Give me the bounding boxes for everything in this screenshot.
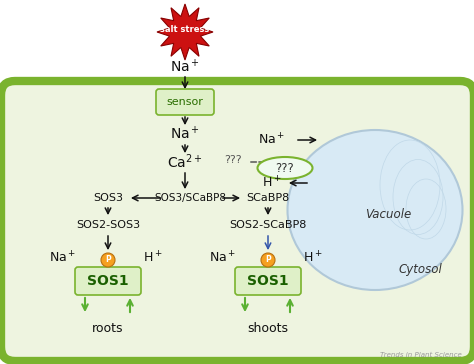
Text: Vacuole: Vacuole bbox=[365, 209, 411, 222]
Text: P: P bbox=[265, 256, 271, 265]
Text: shoots: shoots bbox=[247, 321, 289, 335]
Text: SOS3/SCaBP8: SOS3/SCaBP8 bbox=[154, 193, 226, 203]
Text: SOS3: SOS3 bbox=[93, 193, 123, 203]
FancyBboxPatch shape bbox=[156, 89, 214, 115]
Ellipse shape bbox=[257, 157, 312, 179]
Text: roots: roots bbox=[92, 321, 124, 335]
FancyBboxPatch shape bbox=[235, 267, 301, 295]
Text: SOS2-SOS3: SOS2-SOS3 bbox=[76, 220, 140, 230]
Text: Ca$^{2+}$: Ca$^{2+}$ bbox=[167, 153, 203, 171]
Text: Cytosol: Cytosol bbox=[398, 264, 442, 277]
Text: ???: ??? bbox=[224, 155, 242, 165]
Polygon shape bbox=[157, 4, 213, 60]
Text: Na$^+$: Na$^+$ bbox=[258, 132, 286, 148]
Text: SOS2-SCaBP8: SOS2-SCaBP8 bbox=[229, 220, 307, 230]
Text: P: P bbox=[105, 256, 111, 265]
Text: salt stress: salt stress bbox=[160, 25, 210, 35]
Text: H$^+$: H$^+$ bbox=[143, 250, 163, 266]
Text: Na$^+$: Na$^+$ bbox=[210, 250, 237, 266]
Text: SOS1: SOS1 bbox=[247, 274, 289, 288]
Circle shape bbox=[101, 253, 115, 267]
Text: ???: ??? bbox=[275, 162, 294, 174]
Text: SCaBP8: SCaBP8 bbox=[246, 193, 290, 203]
Text: Na$^+$: Na$^+$ bbox=[170, 125, 200, 143]
Text: Na$^+$: Na$^+$ bbox=[49, 250, 77, 266]
Text: H$^+$: H$^+$ bbox=[303, 250, 323, 266]
Text: SOS1: SOS1 bbox=[87, 274, 129, 288]
FancyBboxPatch shape bbox=[1, 81, 474, 361]
Circle shape bbox=[261, 253, 275, 267]
Text: H$^+$: H$^+$ bbox=[262, 175, 282, 191]
Text: sensor: sensor bbox=[166, 97, 203, 107]
Text: Trends in Plant Science: Trends in Plant Science bbox=[380, 352, 462, 358]
FancyBboxPatch shape bbox=[75, 267, 141, 295]
Ellipse shape bbox=[288, 130, 463, 290]
Text: Na$^+$: Na$^+$ bbox=[170, 58, 200, 76]
